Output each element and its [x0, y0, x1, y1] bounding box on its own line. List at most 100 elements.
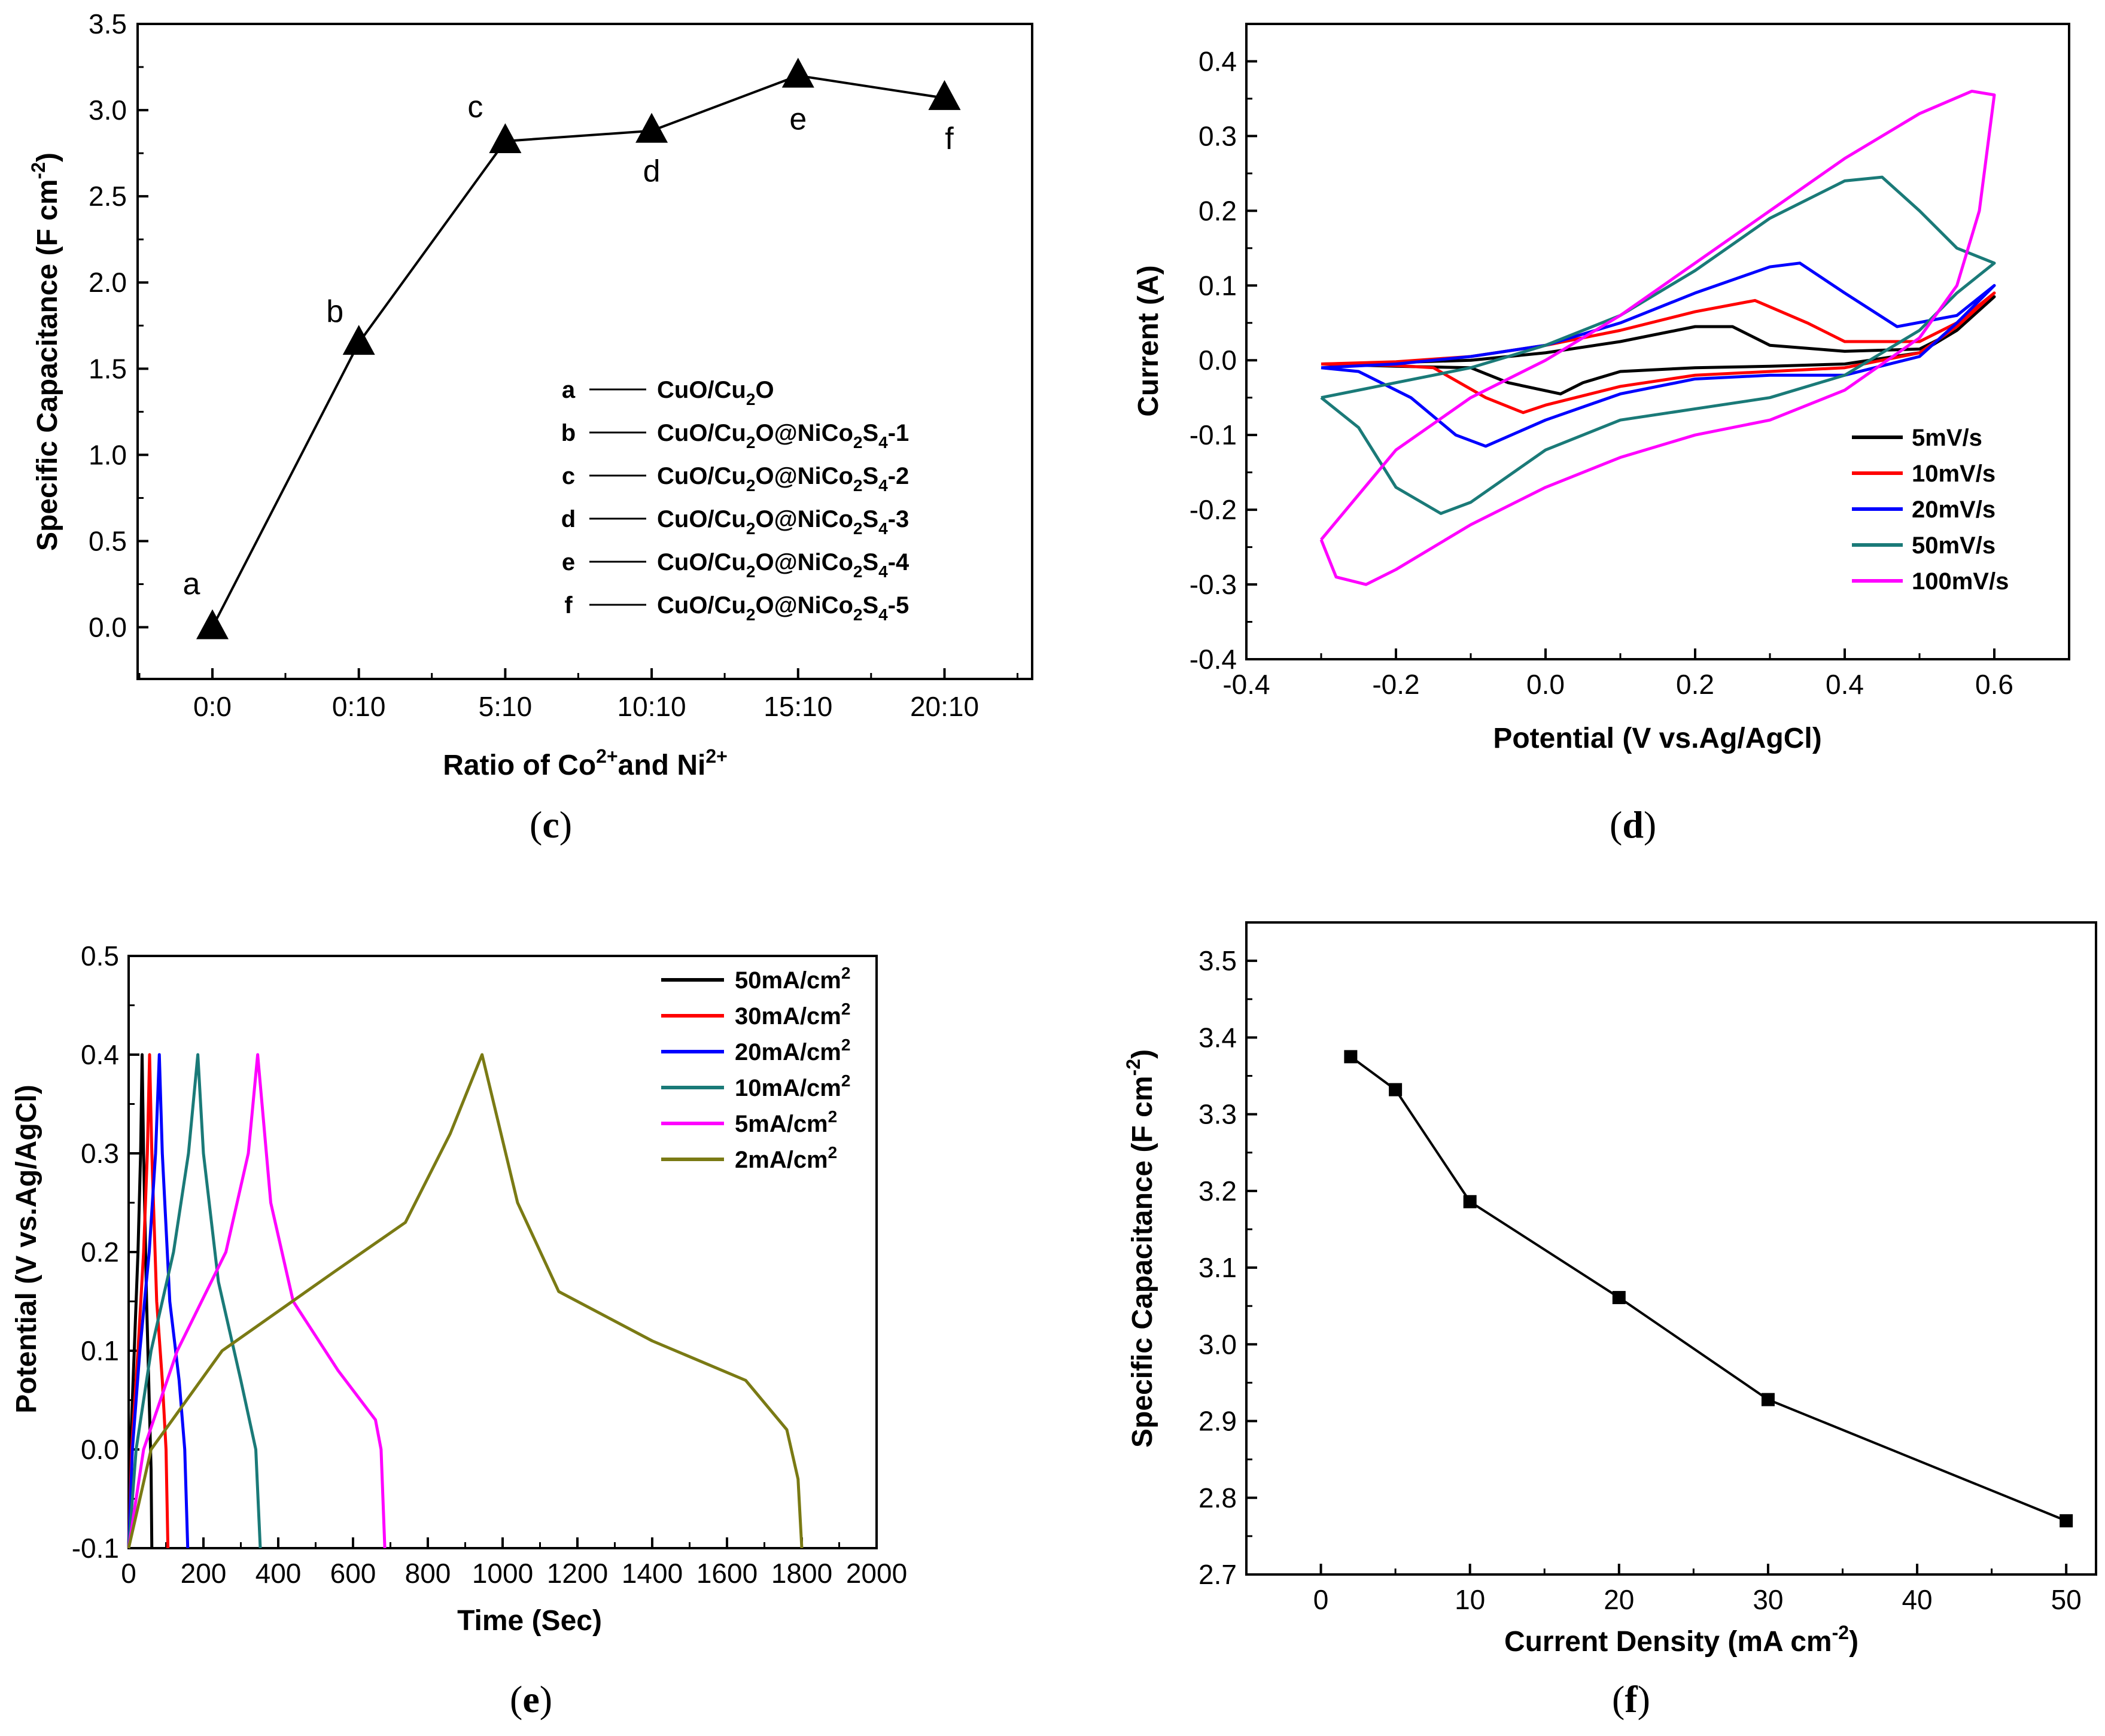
panel-d-ytick-label: 0.4	[1198, 45, 1237, 77]
panel-f-marker-square	[1389, 1083, 1403, 1097]
panel-c-y-ticks: 0.0 0.5 1.0 1.5 2.0 2.5 3.0 3.5	[89, 8, 148, 643]
panel-f-ylabel: Specific Capacitance (F cm-2)	[1123, 1049, 1158, 1448]
panel-e-ytick-label: 0.3	[81, 1138, 119, 1169]
panel-f-x-ticks: 0 10 20 30 40 50	[1313, 1564, 2082, 1615]
panel-f-ytick-label: 3.2	[1198, 1175, 1237, 1207]
panel-c-marker-triangle	[781, 57, 814, 88]
panel-d-ytick-label: 0.1	[1198, 270, 1237, 301]
panel-d-ytick-label: -0.2	[1190, 494, 1237, 525]
panel-e-caption: (e)	[510, 1678, 552, 1720]
panel-d-legend-label: 10mV/s	[1912, 461, 1996, 487]
panel-d-ytick-label: -0.1	[1190, 419, 1237, 450]
panel-c-ytick-label: 3.0	[89, 95, 127, 126]
panel-f-markers	[1344, 1050, 2073, 1528]
panel-f-chart: 2.72.82.93.03.13.23.33.43.5 0 10 20 30 40 50 …	[1123, 921, 2097, 1720]
panel-e-ytick-label: 0.1	[81, 1335, 119, 1366]
panel-e-xtick-label: 800	[405, 1558, 451, 1589]
panel-e-x-ticks: 0 200 400 600 800 1000 1200 1400 1600 1800 2000	[121, 1537, 907, 1589]
panel-e-legend-label: 30mA/cm2	[735, 1000, 850, 1030]
panel-c-marker-triangle	[928, 80, 961, 110]
panel-d-legend: 5mV/s 10mV/s 20mV/s 50mV/s 100mV/s	[1852, 425, 2009, 595]
panel-f-marker-square	[2060, 1514, 2073, 1528]
panel-c-xtick-label: 15:10	[763, 691, 832, 722]
panel-f-marker-square	[1463, 1195, 1477, 1208]
panel-c-legend-label: CuO/Cu2O@NiCo2S4-5	[657, 592, 909, 624]
panel-d-series-50mVs	[1320, 175, 1996, 515]
panel-d-series-10mVs	[1321, 291, 1996, 415]
panel-e-series-50mAcm2	[127, 1053, 154, 1549]
panel-e-xtick-label: 200	[181, 1558, 227, 1589]
panel-d-xtick-label: 0.2	[1676, 669, 1714, 700]
panel-e-ylabel: Potential (V vs.Ag/AgCl)	[11, 1085, 42, 1413]
panel-d-y-ticks: -0.4 -0.3 -0.2 -0.1 0.0 0.1 0.2 0.3 0.4	[1190, 45, 1257, 675]
panel-c-marker-triangle	[196, 609, 229, 639]
panel-d-xtick-label: -0.2	[1372, 669, 1419, 700]
panel-c-legend-key: a	[562, 377, 576, 403]
panel-e-ytick-label: 0.5	[81, 940, 119, 971]
panel-c-xtick-label: 5:10	[479, 691, 533, 722]
panel-c-point-label: b	[326, 294, 343, 329]
panel-c-ytick-label: 1.0	[89, 439, 127, 470]
panel-e-xtick-label: 400	[255, 1558, 302, 1589]
panel-d-ylabel: Current (A)	[1133, 265, 1164, 416]
panel-f-ytick-label: 2.7	[1198, 1559, 1237, 1590]
panel-e-ytick-label: -0.1	[72, 1533, 119, 1564]
panel-c-legend-key: f	[564, 592, 573, 619]
panel-d-legend-label: 20mV/s	[1912, 497, 1996, 523]
panel-c-point-label: d	[643, 154, 661, 189]
panel-c-xlabel: Ratio of Co2+and Ni2+	[443, 745, 728, 781]
panel-c-marker-triangle	[635, 112, 668, 143]
panel-f-ytick-label: 3.3	[1198, 1099, 1237, 1130]
panel-d-ytick-label: 0.2	[1198, 195, 1237, 226]
panel-f-marker-square	[1761, 1393, 1775, 1406]
panel-e-xtick-label: 1600	[696, 1558, 758, 1589]
panel-f-xtick-label: 0	[1313, 1584, 1329, 1615]
panel-e-chart: -0.1 0.0 0.1 0.2 0.3 0.4 0.5 0 200 400 600 800 1000…	[11, 940, 907, 1720]
panel-c-point-label: e	[789, 102, 807, 136]
panel-f-ytick-label: 2.8	[1198, 1482, 1237, 1513]
panel-f-marker-square	[1344, 1050, 1358, 1064]
panel-c-ytick-label: 1.5	[89, 353, 127, 384]
panel-c-ytick-label: 2.0	[89, 267, 127, 298]
panel-f-ytick-label: 3.1	[1198, 1252, 1237, 1283]
panel-c-chart: 0.0 0.5 1.0 1.5 2.0 2.5 3.0 3.5 0:0 0:10 5:10 10:1…	[28, 8, 1033, 846]
panel-c-xtick-label: 20:10	[910, 691, 979, 722]
panel-c-ytick-label: 0.0	[89, 612, 127, 643]
panel-c-marker-triangle	[342, 325, 375, 355]
panel-e-xlabel: Time (Sec)	[457, 1605, 602, 1637]
panel-d-ytick-label: 0.3	[1198, 120, 1237, 151]
panel-e-ytick-label: 0.0	[81, 1434, 119, 1465]
panel-d-x-ticks: -0.4 -0.2 0.0 0.2 0.4 0.6	[1222, 648, 2013, 700]
panel-c-xtick-label: 0:0	[193, 691, 232, 722]
panel-c-legend-key: c	[562, 463, 575, 489]
panel-c-caption: (c)	[530, 803, 572, 846]
panel-d-legend-label: 100mV/s	[1912, 568, 2009, 595]
panel-e-legend: 50mA/cm2 30mA/cm2 20mA/cm2 10mA/cm2 5mA/cm2 2…	[661, 964, 850, 1173]
panel-d-series-20mVs	[1321, 261, 1996, 448]
panel-d-legend-label: 50mV/s	[1912, 532, 1996, 559]
panel-e-ytick-label: 0.4	[81, 1039, 119, 1070]
panel-c-legend-label: CuO/Cu2O@NiCo2S4-3	[657, 506, 909, 538]
panel-d-series-100mVs	[1319, 89, 1996, 586]
panel-c-ylabel: Specific Capacitance (F cm-2)	[28, 153, 63, 551]
panel-c-point-label: a	[183, 567, 200, 602]
panel-c-markers: a b c d e f	[183, 57, 961, 639]
panel-e-legend-label: 50mA/cm2	[735, 964, 850, 994]
panel-c-marker-triangle	[489, 123, 522, 153]
panel-d-ytick-label: -0.3	[1190, 569, 1237, 600]
panel-d-legend-label: 5mV/s	[1912, 425, 1982, 451]
panel-e-xtick-label: 2000	[846, 1558, 907, 1589]
panel-f-xtick-label: 30	[1753, 1584, 1783, 1615]
panel-c-xtick-label: 0:10	[332, 691, 386, 722]
panel-c-xtick-label: 10:10	[617, 691, 686, 722]
panel-d-chart: -0.4 -0.3 -0.2 -0.1 0.0 0.1 0.2 0.3 0.4 -0.4 -0.2…	[1133, 23, 2070, 846]
panel-e-xtick-label: 1400	[622, 1558, 683, 1589]
panel-f-y-ticks: 2.7 2.8 2.9 3.0 3.1 3.2 3.3 3.4 3.5	[1198, 945, 1257, 1590]
panel-f-xtick-label: 50	[2051, 1584, 2082, 1615]
panel-e-xtick-label: 1200	[547, 1558, 608, 1589]
panel-f-ytick-label: 3.5	[1198, 945, 1237, 976]
panel-d-ytick-label: 0.0	[1198, 345, 1237, 376]
panel-e-y-ticks: -0.1 0.0 0.1 0.2 0.3 0.4 0.5	[72, 940, 139, 1564]
panel-f-xtick-label: 40	[1902, 1584, 1932, 1615]
